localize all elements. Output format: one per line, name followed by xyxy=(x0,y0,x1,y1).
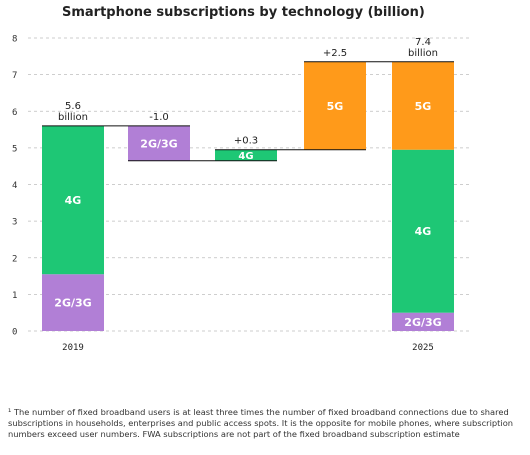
segment-label: 5G xyxy=(415,100,432,113)
footnote: ¹ The number of fixed broadband users is… xyxy=(8,407,514,439)
value-label: billion xyxy=(58,112,88,123)
y-tick-label: 7 xyxy=(12,71,17,81)
y-tick-label: 1 xyxy=(12,291,17,301)
waterfall-chart: 0123456782G/3G4G5.6billion20192G/3G-1.04… xyxy=(12,35,470,353)
y-tick-label: 5 xyxy=(12,144,17,154)
value-label: 5.6 xyxy=(65,101,81,112)
y-tick-label: 2 xyxy=(12,254,17,264)
segment-label: 4G xyxy=(65,194,82,207)
y-tick-label: 6 xyxy=(12,108,17,118)
segment-label: 2G/3G xyxy=(404,316,441,329)
segment-label: 2G/3G xyxy=(140,137,177,150)
value-label: 7.4 xyxy=(415,37,431,48)
value-label: -1.0 xyxy=(149,112,169,123)
value-label: +0.3 xyxy=(234,136,258,147)
bar-segment xyxy=(42,125,104,275)
bar-segment xyxy=(215,149,277,161)
bar-segment xyxy=(128,125,190,161)
y-tick-label: 4 xyxy=(12,181,17,191)
y-tick-label: 3 xyxy=(12,218,17,228)
bar-segment xyxy=(304,61,366,150)
x-category-label: 2019 xyxy=(62,343,84,353)
bar-segment xyxy=(392,149,454,313)
segment-label: 4G xyxy=(238,151,253,162)
chart-title: Smartphone subscriptions by technology (… xyxy=(62,5,425,20)
segment-label: 2G/3G xyxy=(54,297,91,310)
bar-segment xyxy=(392,61,454,150)
value-label: +2.5 xyxy=(323,48,347,59)
segment-label: 4G xyxy=(415,225,432,238)
y-tick-label: 8 xyxy=(12,35,17,45)
segment-label: 5G xyxy=(327,100,344,113)
bar-segment xyxy=(392,312,454,331)
y-tick-label: 0 xyxy=(12,328,17,338)
x-category-label: 2025 xyxy=(412,343,434,353)
value-label: billion xyxy=(408,48,438,59)
bar-segment xyxy=(42,274,104,331)
